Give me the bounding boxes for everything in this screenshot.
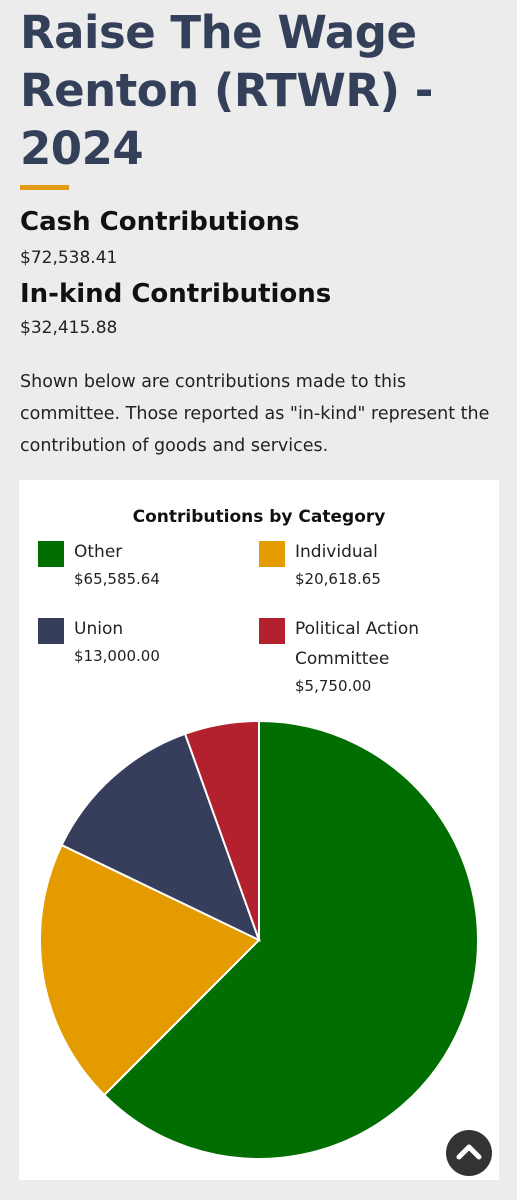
- legend-item-individual[interactable]: Individual $20,618.65: [259, 537, 469, 597]
- pie-slice-political-action-committee[interactable]: [183, 719, 260, 941]
- legend-value-political-action-committee: $5,750.00: [295, 677, 372, 695]
- pie-slice-union[interactable]: [60, 732, 261, 942]
- pie-slice-other[interactable]: [102, 719, 479, 1160]
- page-title: Raise The Wage Renton (RTWR) - 2024: [20, 6, 433, 175]
- cash-contributions-heading: Cash Contributions: [20, 207, 300, 237]
- contributions-description: Shown below are contributions made to th…: [20, 372, 490, 456]
- legend-swatch-union: [38, 618, 64, 644]
- legend-value-other: $65,585.64: [74, 570, 160, 588]
- inkind-contributions-amount: $32,415.88: [20, 318, 118, 338]
- legend-item-other[interactable]: Other $65,585.64: [38, 537, 248, 597]
- pie-slice-individual[interactable]: [38, 843, 261, 1097]
- legend-item-political-action-committee[interactable]: Political Action Committee $5,750.00: [259, 614, 469, 704]
- legend-label-other: Other: [74, 542, 123, 562]
- scroll-to-top-button[interactable]: [446, 1130, 492, 1176]
- pie-chart: [38, 719, 479, 1160]
- title-underline: [20, 185, 69, 190]
- chart-title: Contributions by Category: [132, 507, 386, 527]
- legend-label-individual: Individual: [295, 542, 378, 562]
- legend-swatch-political-action-committee: [259, 618, 285, 644]
- legend-swatch-individual: [259, 541, 285, 567]
- legend-value-union: $13,000.00: [74, 647, 160, 665]
- legend-label-union: Union: [74, 619, 124, 639]
- legend-label-political-action-committee: Political Action Committee: [295, 619, 420, 669]
- cash-contributions-amount: $72,538.41: [20, 248, 118, 268]
- legend-value-individual: $20,618.65: [295, 570, 381, 588]
- chevron-up-icon: [456, 1144, 482, 1160]
- inkind-contributions-heading: In-kind Contributions: [20, 279, 332, 309]
- legend-swatch-other: [38, 541, 64, 567]
- contributions-chart: Contributions by Category Other $65,585.…: [19, 480, 499, 1180]
- legend-item-union[interactable]: Union $13,000.00: [38, 614, 248, 674]
